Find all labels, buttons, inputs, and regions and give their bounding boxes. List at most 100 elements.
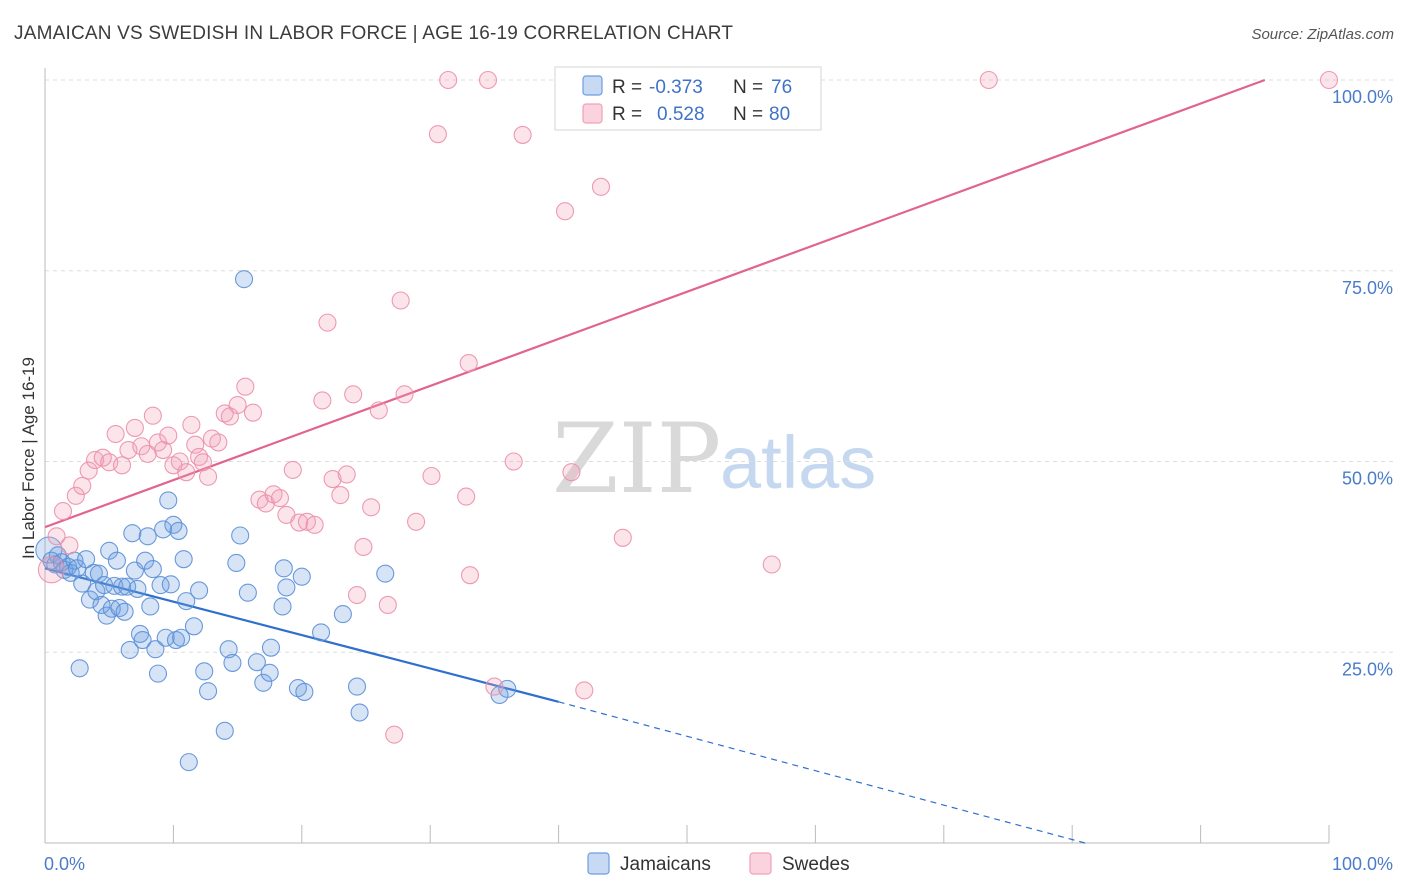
- swedes-point: [762, 555, 781, 574]
- jamaicans-point: [177, 592, 196, 611]
- swedes-point: [256, 494, 275, 513]
- swedes-point: [575, 681, 594, 700]
- jamaicans-point: [350, 703, 369, 722]
- jamaicans-point: [273, 597, 292, 616]
- swedes-point: [66, 486, 85, 505]
- swedes-point: [439, 70, 458, 90]
- swedes-point: [385, 725, 404, 744]
- y-tick-label: 75.0%: [1342, 278, 1393, 298]
- source-label: Source: ZipAtlas.com: [1251, 26, 1394, 43]
- swedes-point: [562, 463, 581, 482]
- swedes-point: [344, 385, 363, 404]
- swedes-point: [243, 403, 263, 422]
- jamaicans-point: [184, 617, 203, 636]
- y-tick-label: 25.0%: [1342, 659, 1393, 679]
- swedes-point: [290, 513, 309, 532]
- swedes-point: [478, 70, 498, 90]
- swedes-point: [193, 453, 212, 472]
- legend-n-value-2: 80: [769, 104, 790, 125]
- trend-lines: [44, 78, 1266, 844]
- swedes-point: [112, 456, 132, 475]
- jamaicans-point: [247, 653, 266, 672]
- axes: [44, 68, 1330, 844]
- jamaicans-point: [312, 623, 331, 642]
- jamaicans-point: [73, 574, 92, 593]
- jamaicans-point: [277, 578, 296, 597]
- jamaicans-point: [333, 605, 352, 624]
- jamaicans-point: [215, 721, 234, 740]
- legend-n-value-1: 76: [771, 77, 792, 98]
- swedes-point: [457, 487, 476, 506]
- legend-swatch-swedes: [582, 103, 603, 124]
- swedes-point: [228, 395, 247, 415]
- legend-r-label-1: R =: [612, 77, 642, 98]
- legend-swatch-jamaicans: [582, 75, 603, 96]
- swedes-point: [215, 404, 234, 423]
- jamaicans-point: [154, 520, 173, 539]
- swedes-point: [378, 595, 397, 614]
- swedes-point: [428, 125, 447, 144]
- swedes-point: [318, 313, 337, 332]
- swedes-point: [555, 202, 575, 221]
- jamaicans-point: [169, 521, 188, 540]
- swedes-point: [209, 433, 228, 452]
- swedes-point: [125, 418, 144, 437]
- chart-title: JAMAICAN VS SWEDISH IN LABOR FORCE | AGE…: [14, 23, 733, 44]
- jamaicans-point: [174, 550, 193, 569]
- tick-labels: 25.0% 50.0% 75.0% 100.0% 0.0% 100.0%: [44, 87, 1393, 874]
- watermark-zip: ZIP: [552, 403, 721, 515]
- jamaicans-point: [128, 579, 147, 598]
- swedes-point: [73, 476, 92, 495]
- jamaicans-point: [227, 553, 246, 573]
- jamaicans-point: [120, 640, 139, 660]
- swedes-point: [485, 677, 504, 696]
- jamaicans-point: [133, 630, 152, 650]
- y-tick-label: 100.0%: [1332, 87, 1393, 107]
- jamaicans-point: [77, 550, 96, 569]
- swedes-point: [459, 354, 478, 373]
- swedes-point: [613, 528, 632, 547]
- swedes-point: [106, 424, 125, 444]
- swedes-point: [331, 486, 350, 505]
- legend-r-value-2: 0.528: [657, 104, 705, 125]
- jamaicans-point: [151, 576, 170, 595]
- jamaicans-point: [254, 673, 273, 692]
- swedes-point: [313, 391, 332, 410]
- swedes-point: [504, 452, 523, 471]
- jamaicans-trend-line: [44, 567, 559, 703]
- swedes-point: [337, 465, 356, 484]
- swedes-point: [422, 466, 441, 486]
- legend-r-label-2: R =: [612, 104, 642, 125]
- bottom-legend-swatch-jamaicans: [587, 852, 610, 875]
- swedes-trend-line: [44, 78, 1266, 529]
- jamaicans-point: [347, 677, 367, 696]
- swedes-point: [177, 463, 196, 482]
- jamaicans-point: [219, 640, 238, 659]
- jamaicans-point: [161, 575, 180, 594]
- jamaicans-point: [100, 541, 119, 560]
- jamaicans-point: [172, 628, 191, 647]
- swedes-point: [60, 536, 79, 555]
- jamaicans-point: [159, 491, 178, 510]
- swedes-point: [513, 125, 532, 144]
- legend-n-label-2: N =: [733, 104, 763, 125]
- jamaicans-point: [238, 583, 257, 602]
- jamaicans-trend-extension: [558, 701, 1086, 844]
- jamaicans-point: [261, 638, 281, 657]
- swedes-point: [182, 415, 201, 434]
- swedes-point: [154, 441, 173, 460]
- jamaicans-point: [295, 682, 314, 701]
- jamaicans-point: [84, 563, 103, 582]
- swedes-point: [170, 452, 189, 471]
- jamaicans-point: [146, 640, 165, 659]
- bottom-legend-swedes: Swedes: [782, 854, 850, 875]
- jamaicans-point: [195, 662, 214, 681]
- jamaicans-point: [92, 595, 111, 614]
- watermark: ZIP atlas: [552, 403, 876, 515]
- jamaicans-point: [95, 576, 114, 595]
- jamaicans-point: [148, 664, 168, 683]
- swedes-point: [270, 489, 290, 508]
- swedes-point: [305, 515, 324, 534]
- watermark-atlas: atlas: [720, 421, 876, 504]
